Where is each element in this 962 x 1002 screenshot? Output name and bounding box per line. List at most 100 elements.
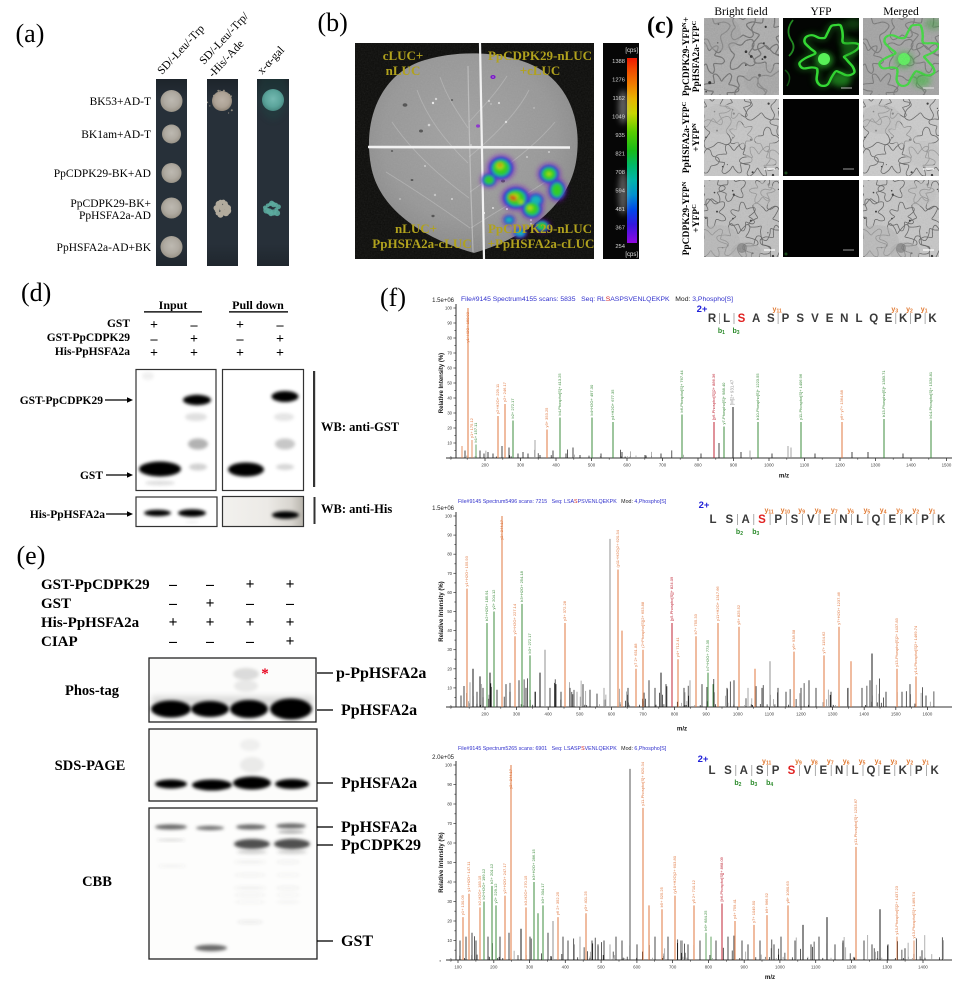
svg-text:40: 40	[447, 880, 452, 885]
svg-text:+: +	[236, 346, 244, 361]
svg-text:y14-Phospho[S]2+ 1469.74: y14-Phospho[S]2+ 1469.74	[913, 625, 918, 674]
svg-text:PpCDPK29-BK+: PpCDPK29-BK+	[70, 198, 151, 210]
svg-text:1200: 1200	[796, 712, 806, 717]
svg-text:100: 100	[445, 763, 453, 768]
svg-text:y4: y4	[880, 508, 887, 516]
svg-text:E: E	[888, 514, 896, 526]
svg-text:P: P	[772, 765, 780, 777]
svg-text:1100: 1100	[765, 712, 775, 717]
svg-text:WB: anti-His: WB: anti-His	[321, 502, 392, 516]
svg-text:PpCDPK29-YFPN: PpCDPK29-YFPN	[681, 181, 693, 255]
svg-text:y3: y3	[891, 307, 898, 315]
svg-text:y4: y4	[875, 759, 882, 767]
svg-text:CBB: CBB	[82, 874, 112, 890]
svg-text:2+: 2+	[697, 304, 708, 315]
svg-text:y1+ 130.09: y1+ 130.09	[460, 894, 465, 915]
svg-text:GST-PpCDPK29: GST-PpCDPK29	[47, 332, 131, 344]
svg-text:m/z: m/z	[677, 726, 687, 733]
svg-text:V: V	[811, 313, 819, 325]
svg-text:800: 800	[694, 463, 702, 468]
svg-text:(d): (d)	[21, 278, 51, 307]
svg-text:2.0e+05: 2.0e+05	[432, 755, 455, 761]
svg-text:+: +	[190, 332, 198, 347]
svg-text:[y5-Phospho[S]]+ 824.09: [y5-Phospho[S]]+ 824.09	[669, 576, 674, 621]
svg-text:+cLUC: +cLUC	[520, 63, 561, 78]
svg-text:PpCDPK29: PpCDPK29	[341, 837, 421, 854]
svg-text:Input: Input	[159, 298, 188, 312]
svg-text:y11-Phospho[S]+ 1253.67: y11-Phospho[S]+ 1253.67	[853, 798, 858, 845]
svg-text:900: 900	[730, 463, 738, 468]
svg-text:S: S	[738, 313, 746, 325]
svg-text:b2+H2O+ 185.91: b2+H2O+ 185.91	[484, 589, 489, 620]
svg-text:PpCDPK29-BK+AD: PpCDPK29-BK+AD	[54, 168, 151, 180]
svg-text:Q: Q	[872, 514, 881, 526]
svg-text:–: –	[150, 332, 159, 347]
svg-text:y7: y7	[827, 759, 834, 767]
svg-text:b6-Phospho[S]+ 767.44: b6-Phospho[S]+ 767.44	[679, 370, 684, 413]
svg-text:(y10+H2O)2+ 603.80: (y10+H2O)2+ 603.80	[672, 855, 677, 893]
svg-text:L: L	[709, 514, 716, 526]
svg-text:K: K	[904, 514, 913, 526]
svg-text:Pull down: Pull down	[232, 298, 284, 312]
svg-text:–: –	[245, 633, 254, 650]
svg-text:400: 400	[545, 712, 553, 717]
svg-text:b3: b3	[733, 328, 740, 336]
svg-text:b1: b1	[718, 328, 725, 336]
svg-text:nLUC+: nLUC+	[395, 221, 437, 236]
svg-text:p-PpHSFA2a: p-PpHSFA2a	[336, 665, 426, 682]
svg-text:y1+H2O+ 158.93: y1+H2O+ 158.93	[465, 311, 470, 342]
svg-text:900: 900	[740, 965, 748, 970]
svg-text:y11+H2O+ 1317.66: y11+H2O+ 1317.66	[715, 586, 720, 621]
svg-text:His-PpHSFA2a: His-PpHSFA2a	[41, 615, 140, 631]
svg-text:1300: 1300	[828, 712, 838, 717]
svg-text:y1+H2O+ 147.11: y1+H2O+ 147.11	[466, 861, 471, 892]
svg-text:Merged: Merged	[883, 6, 919, 18]
svg-text:K: K	[930, 765, 939, 777]
svg-text:200: 200	[481, 712, 489, 717]
svg-text:PpHSFA2a-AD: PpHSFA2a-AD	[79, 210, 151, 222]
svg-text:(a): (a)	[16, 19, 45, 48]
svg-text:1388: 1388	[612, 59, 625, 65]
svg-text:821: 821	[615, 152, 625, 158]
svg-text:PpHSFA2a: PpHSFA2a	[341, 775, 417, 792]
svg-text:90: 90	[447, 782, 452, 787]
svg-text:1000: 1000	[733, 712, 743, 717]
svg-text:y10: y10	[781, 508, 791, 516]
svg-text:b14-Phospho[S]+ 1528.81: b14-Phospho[S]+ 1528.81	[928, 371, 933, 418]
svg-text:x-α-gal: x-α-gal	[255, 44, 287, 77]
svg-text:594: 594	[615, 189, 625, 195]
svg-text:400: 400	[562, 965, 570, 970]
svg-text:y2+H2O+ 247.17: y2+H2O+ 247.17	[502, 862, 507, 893]
svg-text:+: +	[246, 614, 255, 631]
svg-text:V: V	[804, 765, 812, 777]
svg-text:PpHSFA2a-YFPC: PpHSFA2a-YFPC	[691, 20, 703, 92]
svg-text:y7-Phospho[S]+ 988.40: y7-Phospho[S]+ 988.40	[721, 382, 726, 425]
svg-text:y2: y2	[906, 759, 913, 767]
svg-text:+: +	[150, 346, 158, 361]
svg-text:1000: 1000	[764, 463, 774, 468]
svg-text:600: 600	[608, 712, 616, 717]
svg-text:P: P	[914, 313, 922, 325]
svg-text:y2+ 229.12: y2+ 229.12	[493, 883, 498, 904]
svg-text:Relative Intensity (%): Relative Intensity (%)	[439, 353, 445, 413]
svg-text:b2: b2	[734, 780, 741, 788]
svg-text:y8+ 1090.63: y8+ 1090.63	[785, 880, 790, 903]
svg-text:WB: anti-GST: WB: anti-GST	[321, 420, 400, 434]
svg-text:1400: 1400	[906, 463, 916, 468]
svg-text:(e): (e)	[17, 541, 46, 570]
svg-text:500: 500	[576, 712, 584, 717]
svg-text:600: 600	[623, 463, 631, 468]
svg-text:y5: y5	[859, 759, 866, 767]
svg-text:1162: 1162	[613, 96, 625, 102]
svg-text:*: *	[261, 666, 269, 682]
svg-text:y11-Phospho[S]+ 1406.96: y11-Phospho[S]+ 1406.96	[798, 373, 803, 420]
svg-text:1200: 1200	[835, 463, 845, 468]
svg-text:80: 80	[447, 552, 452, 557]
svg-text:E: E	[826, 313, 834, 325]
svg-text:S: S	[767, 313, 775, 325]
svg-text:PpHSFA2a-YFPC: PpHSFA2a-YFPC	[681, 101, 693, 173]
svg-text:b4-Phospho[S]+ 413.25: b4-Phospho[S]+ 413.25	[557, 373, 562, 416]
svg-text:30: 30	[447, 411, 452, 416]
svg-text:–: –	[205, 633, 214, 650]
svg-text:+: +	[150, 318, 158, 333]
